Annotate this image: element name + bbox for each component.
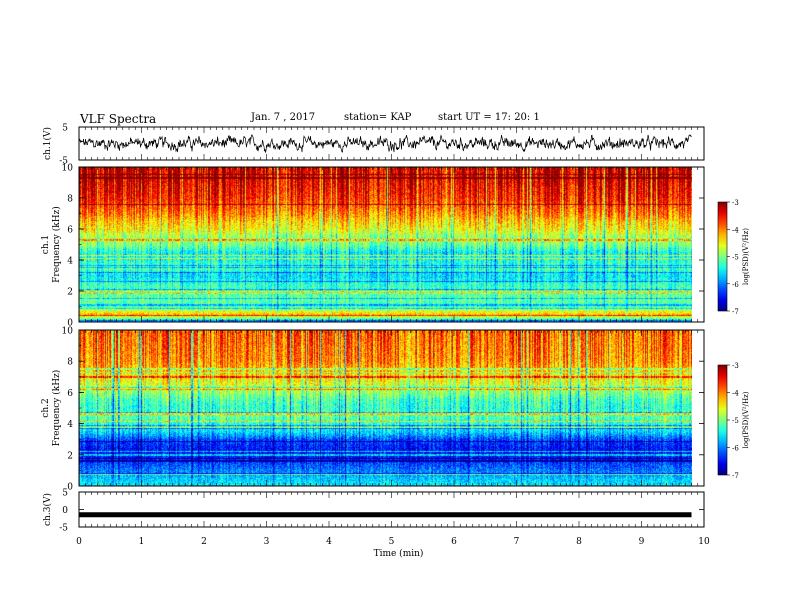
- ch1-waveform-line: [78, 134, 692, 154]
- y-tick-label: 6: [67, 389, 73, 399]
- x-axis-label: Time (min): [374, 548, 424, 559]
- x-tick-label: 10: [698, 537, 710, 547]
- colorbar-tick-label: -6: [732, 445, 739, 453]
- y-tick-label: 2: [67, 288, 73, 298]
- y-axis-label-channel: ch.1: [41, 235, 51, 254]
- x-tick-label: 5: [389, 537, 395, 547]
- y-axis-label: ch.3(V): [42, 493, 53, 526]
- colorbar-tick-label: -5: [732, 254, 739, 262]
- y-tick-label: -5: [59, 524, 68, 534]
- x-tick-label: 4: [326, 537, 332, 547]
- y-axis-label-channel: ch.2: [41, 398, 51, 417]
- colorbar-label: log(PSD)(V²/Hz): [742, 391, 750, 448]
- y-tick-label: 5: [62, 124, 68, 134]
- y-tick-label: 5: [62, 489, 68, 499]
- start-time-label: start UT = 17: 20: 1: [438, 112, 540, 123]
- y-tick-label: 10: [62, 164, 74, 174]
- colorbar-label: log(PSD)(V²/Hz): [742, 228, 750, 285]
- spectrogram-image-ch1: [79, 167, 692, 322]
- colorbar-tick-label: -4: [732, 390, 739, 398]
- colorbar-tick-label: -7: [732, 308, 739, 316]
- x-tick-label: 3: [264, 537, 270, 547]
- station-label: station= KAP: [344, 112, 412, 123]
- colorbar-tick-label: -4: [732, 226, 739, 234]
- y-axis-label: Frequency (kHz): [51, 206, 62, 283]
- y-tick-label: 0: [67, 319, 73, 329]
- y-tick-label: 4: [67, 257, 73, 267]
- y-tick-label: 4: [67, 420, 73, 430]
- y-tick-label: 0: [62, 506, 68, 516]
- y-tick-label: 8: [67, 195, 73, 205]
- y-axis-label: Frequency (kHz): [51, 370, 62, 447]
- colorbar-tick-label: -7: [732, 472, 739, 480]
- spectrogram-image-ch2: [79, 330, 692, 486]
- x-tick-label: 7: [514, 537, 520, 547]
- date-label: Jan. 7 , 2017: [251, 112, 316, 123]
- colorbar-tick-label: -3: [732, 362, 739, 370]
- y-tick-label: 0: [67, 483, 73, 493]
- x-tick-label: 9: [639, 537, 645, 547]
- y-tick-label: 8: [67, 358, 73, 368]
- colorbar-tick-label: -6: [732, 281, 739, 289]
- y-tick-label: 2: [67, 451, 73, 461]
- y-tick-label: -5: [59, 157, 68, 167]
- colorbar: [717, 201, 728, 312]
- colorbar-tick-label: -5: [732, 417, 739, 425]
- x-tick-label: 1: [139, 537, 145, 547]
- x-tick-label: 6: [451, 537, 457, 547]
- y-tick-label: 10: [62, 327, 74, 337]
- x-tick-label: 8: [576, 537, 582, 547]
- chart-title: VLF Spectra: [80, 112, 157, 126]
- colorbar: [717, 364, 728, 476]
- y-axis-label: ch.1(V): [42, 127, 53, 160]
- x-tick-label: 0: [76, 537, 82, 547]
- colorbar-tick-label: -3: [732, 199, 739, 207]
- x-tick-label: 2: [201, 537, 207, 547]
- y-tick-label: 6: [67, 226, 73, 236]
